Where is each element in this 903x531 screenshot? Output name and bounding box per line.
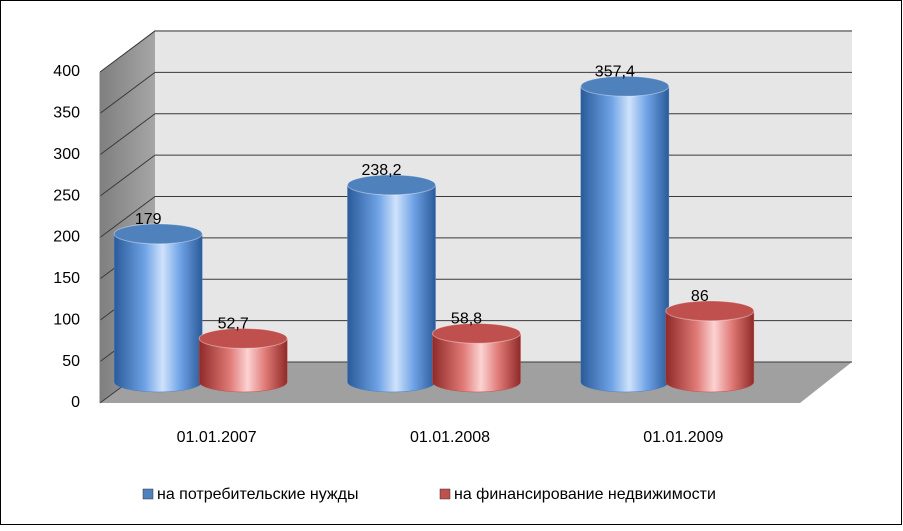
y-tick-label: 250 (53, 187, 80, 204)
x-tick-label: 01.01.2008 (410, 429, 490, 446)
value-label: 86 (691, 288, 709, 305)
value-label: 179 (135, 211, 162, 228)
y-tick-label: 300 (53, 146, 80, 163)
bar-top (580, 75, 670, 97)
legend-swatch (142, 488, 154, 500)
bar-top (347, 174, 436, 196)
y-tick-label: 50 (62, 353, 80, 370)
bar (665, 310, 755, 393)
bar (347, 184, 436, 393)
y-tick-label: 100 (53, 311, 80, 328)
y-tick-label: 400 (53, 63, 80, 80)
bar (432, 333, 521, 393)
bar-top (665, 300, 755, 322)
y-tick-label: 200 (53, 229, 80, 246)
legend-label: на потребительские нужды (157, 486, 358, 503)
bar (580, 86, 670, 393)
value-label: 238,2 (361, 162, 401, 179)
bar (198, 338, 288, 393)
bar (113, 233, 203, 393)
bar-top (198, 327, 288, 349)
y-tick-label: 350 (53, 105, 80, 122)
value-label: 357,4 (595, 63, 635, 80)
x-tick-label: 01.01.2007 (177, 429, 257, 446)
legend-label: на финансирование недвижимости (454, 486, 716, 503)
grid-line (99, 30, 852, 73)
y-tick-label: 150 (53, 270, 80, 287)
value-label: 58,8 (451, 311, 482, 328)
bar-top (432, 322, 521, 344)
x-tick-label: 01.01.2009 (643, 429, 723, 446)
grid-line (99, 71, 852, 114)
value-label: 52,7 (218, 316, 249, 333)
bar-top (113, 223, 203, 245)
legend-swatch (439, 488, 451, 500)
y-tick-label: 0 (71, 394, 80, 411)
